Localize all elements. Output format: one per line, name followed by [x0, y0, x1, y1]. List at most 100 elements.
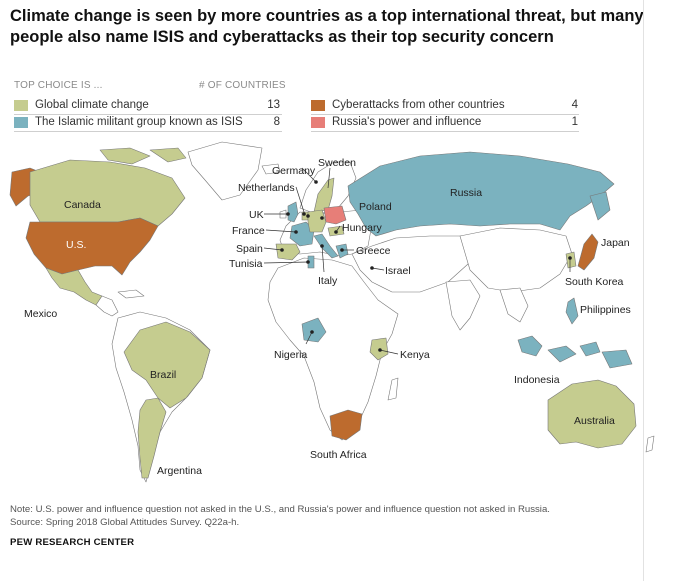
greenland [187, 141, 263, 201]
label-us: U.S. [66, 239, 86, 251]
indonesia-shape [517, 335, 543, 357]
label-philippines: Philippines [580, 304, 631, 316]
russia-shape [347, 151, 615, 237]
leader-line [371, 267, 385, 271]
legend-divider [311, 131, 579, 132]
se-asia [499, 287, 529, 323]
chart-title: Climate change is seen by more countries… [10, 7, 644, 46]
australia-shape [547, 379, 637, 449]
marker-dot [340, 248, 344, 252]
leader-line [327, 167, 331, 189]
label-kenya: Kenya [400, 349, 430, 361]
legend-item-russia-power: Russia's power and influence [311, 114, 481, 130]
east-asia [459, 227, 573, 293]
poland-shape [323, 205, 347, 225]
legend-item-cyber: Cyberattacks from other countries [311, 97, 505, 113]
label-mexico: Mexico [24, 308, 57, 320]
legend-swatch-climate [14, 99, 28, 111]
legend-label-isis: The Islamic militant group known as ISIS [35, 116, 243, 128]
iceland [261, 163, 281, 175]
legend-count-cyber: 4 [571, 99, 578, 111]
marker-dot [320, 216, 324, 220]
label-italy: Italy [318, 275, 338, 287]
legend-divider [14, 114, 282, 115]
label-poland: Poland [359, 201, 392, 213]
label-germany: Germany [272, 165, 316, 177]
leader-line [265, 229, 297, 233]
marker-dot [306, 214, 310, 218]
label-netherlands: Netherlands [238, 182, 295, 194]
marker-dot [378, 348, 382, 352]
legend-count-isis: 8 [273, 116, 280, 128]
marker-dot [302, 212, 306, 216]
argentina-shape [137, 397, 167, 479]
tunisia-shape [307, 255, 315, 269]
label-sweden: Sweden [318, 157, 356, 169]
marker-dot [314, 180, 318, 184]
legend-divider [14, 131, 282, 132]
marker-dot [370, 266, 374, 270]
mexico-shape [45, 267, 103, 306]
label-south-korea: South Korea [565, 276, 624, 288]
marker-dot [286, 212, 290, 216]
legend-label-russia-power: Russia's power and influence [332, 116, 482, 128]
label-japan: Japan [601, 237, 630, 249]
label-greece: Greece [356, 245, 391, 257]
marker-dot [320, 244, 324, 248]
indonesia-shape [579, 341, 601, 357]
label-russia: Russia [450, 187, 482, 199]
france-shape [289, 221, 315, 247]
label-nigeria: Nigeria [274, 349, 307, 361]
leader-line [301, 167, 317, 183]
germany-shape [307, 209, 327, 233]
caribbean [117, 289, 145, 299]
uk-shape [287, 201, 299, 223]
new-zealand [645, 435, 655, 453]
indonesia-shape [547, 345, 577, 363]
legend-label-cyber: Cyberattacks from other countries [332, 99, 505, 111]
marker-dot [334, 230, 338, 234]
legend-label-climate: Global climate change [35, 99, 149, 111]
spain-shape [275, 243, 301, 261]
label-argentina: Argentina [157, 465, 202, 477]
philippines-shape [565, 297, 579, 325]
far-east [589, 191, 611, 221]
legend-item-isis: The Islamic militant group known as ISIS [14, 114, 243, 130]
legend-count-russia-power: 1 [571, 116, 578, 128]
marker-dot [294, 230, 298, 234]
label-israel: Israel [385, 265, 411, 277]
label-tunisia: Tunisia [229, 258, 263, 270]
new-guinea [601, 349, 633, 369]
label-hungary: Hungary [342, 222, 382, 234]
madagascar [387, 377, 399, 401]
leader-line [263, 261, 309, 264]
label-spain: Spain [236, 243, 263, 255]
legend-divider [311, 114, 579, 115]
nigeria-shape [301, 317, 327, 343]
south-korea-shape [565, 251, 577, 269]
brazil-shape [123, 321, 211, 409]
leader-line [295, 186, 305, 213]
credit-text: PEW RESEARCH CENTER [10, 537, 135, 548]
leader-line [379, 349, 399, 355]
arctic-islands [149, 147, 187, 163]
label-uk: UK [249, 209, 264, 221]
south-africa-shape [329, 409, 363, 441]
legend-count-climate: 13 [267, 99, 280, 111]
central-america [95, 295, 119, 317]
note-text: Note: U.S. power and influence question … [10, 504, 550, 515]
leader-line [321, 245, 325, 273]
arctic-islands [99, 147, 151, 165]
label-canada: Canada [64, 199, 101, 211]
legend-swatch-cyber [311, 99, 325, 111]
label-brazil: Brazil [150, 369, 176, 381]
marker-dot [280, 248, 284, 252]
us-shape [25, 217, 159, 276]
label-france: France [232, 225, 265, 237]
leader-line [263, 247, 283, 251]
legend-swatch-russia-power [311, 116, 325, 128]
legend-header-count: # OF COUNTRIES [199, 80, 286, 91]
leader-line [305, 331, 313, 345]
frame-edge [643, 0, 644, 581]
